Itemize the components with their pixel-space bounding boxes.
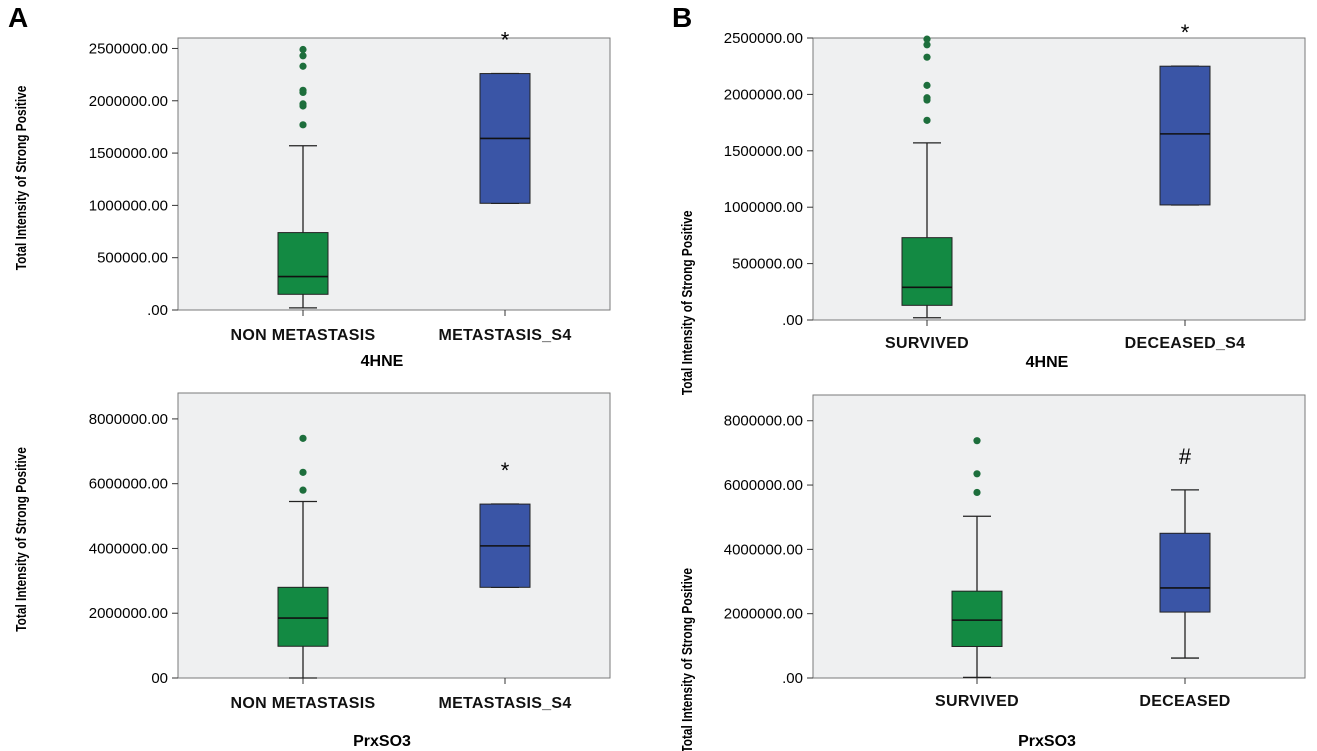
chart-1-plot-area	[177, 37, 611, 311]
chart-4-category-label: DECEASED	[1139, 693, 1230, 710]
chart-3-box-1	[277, 586, 329, 647]
chart-2-outlier-point	[923, 53, 931, 61]
chart-4-box-2	[1159, 532, 1211, 613]
chart-1-ytick-label: .00	[147, 302, 168, 319]
panel-label-b: B	[672, 2, 693, 33]
chart-1-ytick-label: 1000000.00	[89, 197, 168, 214]
chart-4-ytick-label: 4000000.00	[724, 541, 803, 558]
chart-3-significance-mark: *	[501, 458, 510, 483]
chart-1-ytick-label: 2000000.00	[89, 93, 168, 110]
chart-2-outlier-point	[923, 41, 931, 49]
chart-2-ytick-label: 2500000.00	[724, 30, 803, 47]
chart-1-xaxis-label: 4HNE	[361, 353, 404, 370]
chart-3-yaxis-label: Total Intensity of Strong Positive	[13, 447, 29, 632]
chart-2-ytick-label: .00	[782, 312, 803, 329]
chart-3-plot-area	[177, 392, 611, 679]
chart-3-ytick-label: 00	[151, 670, 168, 687]
chart-2-ytick-label: 1500000.00	[724, 143, 803, 160]
chart-3-outlier-point	[299, 468, 307, 476]
chart-3-outlier-point	[299, 486, 307, 494]
chart-1-yaxis-label: Total Intensity of Strong Positive	[13, 86, 29, 271]
chart-2-ytick-label: 2000000.00	[724, 86, 803, 103]
chart-3-category-label: METASTASIS_S4	[438, 695, 571, 712]
chart-2-outlier-point	[923, 35, 931, 43]
chart-2-xaxis-label: 4HNE	[1026, 354, 1069, 371]
chart-2-plot-area	[812, 37, 1306, 321]
chart-4-significance-mark: #	[1179, 444, 1192, 469]
chart-1-ytick-label: 500000.00	[97, 250, 168, 267]
chart-1-outlier-point	[299, 86, 307, 94]
chart-4-category-label: SURVIVED	[935, 693, 1019, 710]
chart-3-ytick-label: 2000000.00	[89, 605, 168, 622]
chart-2-outlier-point	[923, 94, 931, 102]
chart-4-outlier-point	[973, 437, 981, 445]
chart-1-outlier-point	[299, 121, 307, 129]
chart-4-plot-area	[812, 394, 1306, 679]
chart-2-ytick-label: 500000.00	[732, 256, 803, 273]
chart-2-yaxis-label: Total Intensity of Strong Positive	[679, 211, 695, 396]
chart-2-box-2	[1159, 65, 1211, 206]
chart-2-outlier-point	[923, 116, 931, 124]
chart-4-ytick-label: .00	[782, 670, 803, 687]
chart-2-category-label: DECEASED_S4	[1125, 335, 1246, 352]
chart-1-outlier-point	[299, 100, 307, 108]
chart-2-significance-mark: *	[1181, 20, 1190, 45]
chart-1-category-label: NON METASTASIS	[231, 327, 376, 344]
chart-2-outlier-point	[923, 81, 931, 89]
chart-4-ytick-label: 2000000.00	[724, 606, 803, 623]
chart-1-significance-mark: *	[501, 28, 510, 53]
chart-1-outlier-point	[299, 62, 307, 70]
chart-3-ytick-label: 4000000.00	[89, 540, 168, 557]
chart-1-outlier-point	[299, 45, 307, 54]
chart-1-ytick-label: 1500000.00	[89, 145, 168, 162]
chart-2-category-label: SURVIVED	[885, 335, 969, 352]
chart-4-box-1	[951, 590, 1003, 647]
chart-4-outlier-point	[973, 488, 981, 497]
chart-3-outlier-point	[299, 434, 307, 442]
panel-label-a: A	[8, 2, 29, 33]
chart-1-outlier-point	[299, 52, 307, 60]
chart-3-xaxis-label: PrxSO3	[353, 733, 411, 750]
chart-2-ytick-label: 1000000.00	[724, 199, 803, 216]
chart-4-outlier-point	[973, 470, 981, 478]
chart-1-category-label: METASTASIS_S4	[438, 327, 571, 344]
chart-4-xaxis-label: PrxSO3	[1018, 733, 1076, 750]
chart-3-category-label: NON METASTASIS	[231, 695, 376, 712]
chart-3-ytick-label: 6000000.00	[89, 476, 168, 493]
chart-4-ytick-label: 8000000.00	[724, 413, 803, 430]
chart-4-ytick-label: 6000000.00	[724, 477, 803, 494]
chart-1-box-1	[277, 232, 329, 295]
chart-3-ytick-label: 8000000.00	[89, 411, 168, 428]
chart-1-ytick-label: 2500000.00	[89, 40, 168, 57]
chart-2-box-1	[901, 237, 953, 306]
chart-4-yaxis-label: Total Intensity of Strong Positive	[679, 568, 695, 751]
